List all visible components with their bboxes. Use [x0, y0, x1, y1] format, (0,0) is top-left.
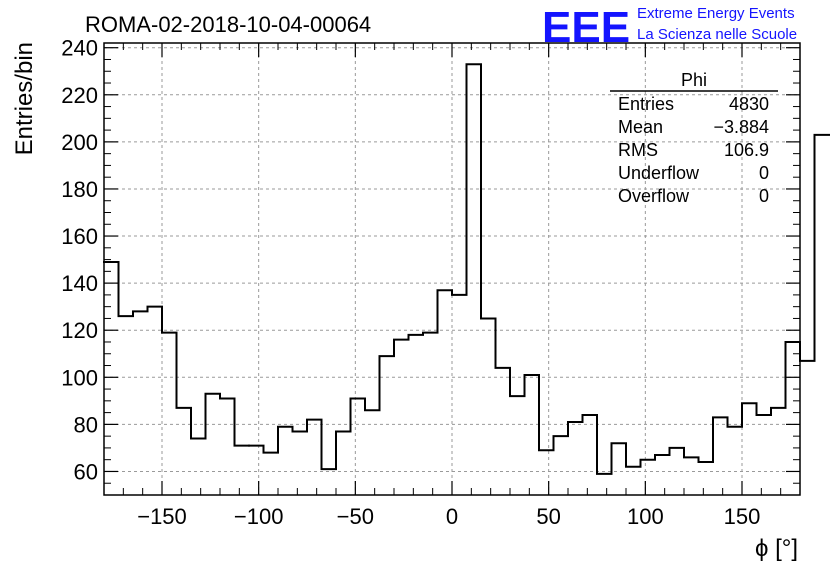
- eee-logo-line1: Extreme Energy Events: [637, 5, 795, 22]
- y-tick-label: 60: [74, 459, 98, 484]
- y-tick-label: 160: [61, 224, 98, 249]
- eee-logo-line2: La Scienza nelle Scuole: [637, 26, 797, 43]
- y-tick-label: 180: [61, 177, 98, 202]
- stats-label-overflow: Overflow: [618, 186, 690, 206]
- x-tick-label: 150: [724, 504, 761, 529]
- histogram-bins: [103, 63, 830, 475]
- eee-logo: EEE Extreme Energy Events La Scienza nel…: [542, 3, 797, 52]
- grid-lines: [104, 43, 800, 495]
- axis-ticks: [104, 43, 800, 495]
- x-tick-label: 0: [446, 504, 458, 529]
- stats-value-entries: 4830: [729, 94, 769, 114]
- y-tick-label: 200: [61, 130, 98, 155]
- stats-label-entries: Entries: [618, 94, 674, 114]
- stats-value-rms: 106.9: [724, 140, 769, 160]
- stats-title: Phi: [681, 70, 707, 90]
- y-axis-title: Entries/bin: [11, 42, 38, 155]
- y-tick-label: 100: [61, 365, 98, 390]
- x-axis-title: ϕ [°]: [755, 535, 798, 562]
- y-tick-label: 240: [61, 36, 98, 61]
- y-tick-label: 140: [61, 271, 98, 296]
- y-tick-label: 80: [74, 412, 98, 437]
- x-tick-label: 50: [536, 504, 560, 529]
- stats-value-overflow: 0: [759, 186, 769, 206]
- x-tick-label: −150: [137, 504, 187, 529]
- x-tick-label: −50: [337, 504, 374, 529]
- stats-label-mean: Mean: [618, 117, 663, 137]
- y-tick-label: 220: [61, 83, 98, 108]
- y-tick-label: 120: [61, 318, 98, 343]
- stats-box: Phi Entries 4830 Mean −3.884 RMS 106.9 U…: [610, 70, 778, 206]
- y-tick-labels: 60 80 100 120 140 160 180 200 220 240: [61, 36, 98, 485]
- x-tick-label: −100: [234, 504, 284, 529]
- stats-label-underflow: Underflow: [618, 163, 700, 183]
- chart-title: ROMA-02-2018-10-04-00064: [85, 12, 371, 37]
- stats-value-underflow: 0: [759, 163, 769, 183]
- eee-logo-mark: EEE: [542, 3, 630, 52]
- x-tick-label: 100: [627, 504, 664, 529]
- stats-value-mean: −3.884: [713, 117, 769, 137]
- stats-label-rms: RMS: [618, 140, 658, 160]
- x-tick-labels: −150 −100 −50 0 50 100 150: [137, 504, 760, 529]
